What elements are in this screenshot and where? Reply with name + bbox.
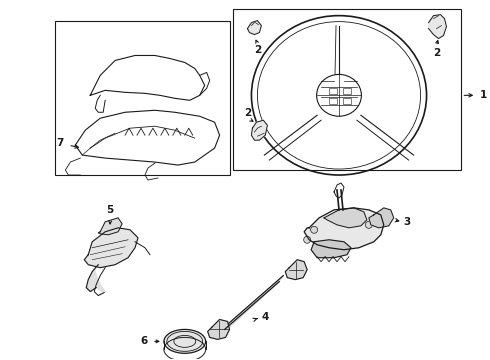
- Bar: [329, 88, 337, 94]
- Polygon shape: [98, 218, 122, 235]
- Text: 3: 3: [404, 217, 411, 227]
- Bar: [343, 98, 351, 104]
- Polygon shape: [285, 260, 307, 280]
- Polygon shape: [369, 208, 394, 228]
- Text: 2: 2: [244, 108, 251, 118]
- Text: 2: 2: [254, 45, 261, 54]
- Text: 6: 6: [141, 336, 148, 346]
- Ellipse shape: [164, 329, 206, 353]
- Bar: [55, 21, 229, 175]
- Polygon shape: [324, 208, 367, 228]
- Polygon shape: [311, 240, 351, 258]
- Bar: [233, 9, 462, 170]
- Text: 1: 1: [480, 90, 488, 100]
- Polygon shape: [304, 208, 384, 250]
- Circle shape: [311, 226, 318, 233]
- Text: 7: 7: [56, 138, 63, 148]
- Polygon shape: [429, 15, 446, 39]
- Circle shape: [366, 221, 372, 228]
- Text: 2: 2: [433, 48, 440, 58]
- Polygon shape: [247, 21, 261, 35]
- Polygon shape: [84, 228, 138, 268]
- Polygon shape: [86, 265, 105, 296]
- Bar: [329, 98, 337, 104]
- Text: 5: 5: [106, 205, 114, 215]
- Text: 4: 4: [261, 312, 269, 323]
- Polygon shape: [220, 276, 283, 336]
- Polygon shape: [208, 319, 229, 339]
- Polygon shape: [251, 120, 268, 140]
- Bar: [343, 88, 351, 94]
- Circle shape: [304, 236, 311, 243]
